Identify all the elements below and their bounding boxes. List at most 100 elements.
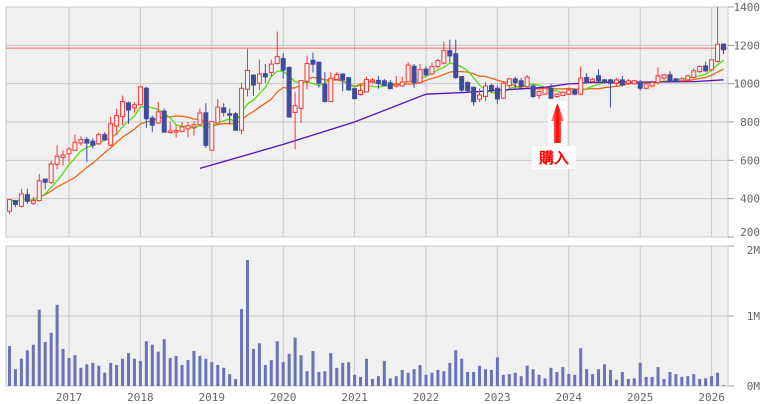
volume-bar bbox=[353, 374, 357, 386]
price-tick-label: 1000 bbox=[734, 78, 761, 91]
candle-up bbox=[66, 148, 72, 155]
candle-down bbox=[84, 138, 90, 144]
volume-bar bbox=[37, 309, 41, 386]
volume-bar bbox=[567, 374, 571, 386]
year-label: 2025 bbox=[627, 391, 654, 404]
candle-up bbox=[18, 193, 24, 207]
volume-bar bbox=[507, 374, 511, 386]
candle-up bbox=[506, 78, 512, 87]
volume-tick-label: 1M bbox=[747, 310, 761, 323]
candle-down bbox=[530, 85, 536, 98]
candle-up bbox=[334, 73, 340, 80]
candle-up bbox=[441, 50, 447, 64]
volume-bar bbox=[311, 351, 315, 386]
candle-down bbox=[262, 73, 268, 78]
candle-down bbox=[596, 75, 602, 82]
volume-bar bbox=[448, 362, 452, 386]
candle-up bbox=[500, 82, 506, 99]
candle-up bbox=[536, 91, 542, 97]
candle-up bbox=[239, 87, 245, 131]
volume-bar bbox=[656, 367, 660, 386]
volume-bar bbox=[257, 343, 261, 386]
volume-bar bbox=[25, 350, 29, 386]
volume-bar bbox=[620, 372, 624, 386]
candle-down bbox=[465, 82, 471, 92]
volume-bar bbox=[698, 379, 702, 386]
candle-up bbox=[137, 86, 143, 106]
volume-bar bbox=[686, 376, 690, 386]
volume-bar bbox=[31, 344, 35, 386]
candle-up bbox=[685, 75, 691, 81]
candle-up bbox=[36, 180, 42, 202]
volume-bar bbox=[472, 372, 476, 386]
price-tick-label: 800 bbox=[740, 116, 760, 129]
volume-bar bbox=[561, 367, 565, 386]
candle-down bbox=[512, 78, 518, 84]
candle-down bbox=[667, 74, 673, 82]
candle-down bbox=[572, 89, 578, 95]
volume-bar bbox=[228, 374, 232, 386]
volume-bar bbox=[168, 358, 172, 386]
candle-down bbox=[24, 194, 30, 202]
candlesticks bbox=[7, 7, 726, 214]
candle-up bbox=[691, 70, 697, 79]
volume-tick-label: 0M bbox=[747, 380, 761, 393]
volume-bar bbox=[275, 341, 279, 386]
volume-bar bbox=[329, 353, 333, 386]
candle-down bbox=[703, 65, 709, 72]
volume-bar bbox=[144, 341, 148, 386]
volume-bar bbox=[204, 358, 208, 386]
volume-bar bbox=[323, 371, 327, 386]
candle-up bbox=[560, 91, 566, 97]
volume-bar bbox=[55, 304, 59, 386]
volume-bar bbox=[192, 351, 196, 386]
volume-bar bbox=[585, 369, 589, 386]
year-label: 2021 bbox=[341, 391, 368, 404]
candle-up bbox=[256, 73, 262, 84]
volume-bar bbox=[19, 358, 23, 386]
candle-up bbox=[709, 59, 715, 71]
candle-down bbox=[310, 59, 316, 65]
candle-down bbox=[447, 50, 453, 57]
volume-bar bbox=[293, 337, 297, 386]
candle-up bbox=[578, 77, 584, 95]
buy-annotation: 購入 bbox=[532, 101, 576, 169]
candle-down bbox=[161, 110, 167, 133]
candle-down bbox=[352, 88, 358, 100]
volume-bar bbox=[412, 369, 416, 386]
candle-down bbox=[149, 117, 155, 126]
volume-bar bbox=[525, 365, 529, 386]
year-label: 2017 bbox=[56, 391, 83, 404]
volume-bar bbox=[519, 376, 523, 386]
volume-bar bbox=[180, 365, 184, 386]
volume-bar bbox=[174, 355, 178, 386]
candle-up bbox=[542, 87, 548, 95]
candle-up bbox=[364, 78, 369, 93]
candle-up bbox=[96, 134, 102, 145]
candle-up bbox=[369, 79, 375, 83]
candle-down bbox=[203, 112, 209, 146]
price-tick-label: 400 bbox=[740, 193, 760, 206]
candle-up bbox=[566, 89, 572, 95]
volume-bar bbox=[466, 372, 470, 386]
volume-bar bbox=[454, 350, 458, 386]
volume-bar bbox=[341, 362, 345, 386]
candle-up bbox=[715, 43, 721, 62]
volume-bar bbox=[608, 369, 612, 386]
candle-up bbox=[613, 79, 619, 84]
volume-bar bbox=[549, 367, 553, 386]
volume-bar bbox=[359, 376, 363, 386]
volume-bar bbox=[287, 353, 291, 386]
candle-down bbox=[340, 73, 346, 81]
candle-up bbox=[30, 200, 36, 204]
volume-bar bbox=[79, 367, 83, 386]
volume-bar bbox=[489, 369, 493, 386]
candle-up bbox=[274, 56, 280, 65]
candle-down bbox=[518, 80, 524, 88]
volume-bar bbox=[603, 364, 606, 386]
candle-down bbox=[233, 113, 239, 131]
candle-up bbox=[54, 155, 60, 165]
candle-up bbox=[631, 80, 637, 85]
candle-down bbox=[673, 78, 679, 83]
volume-bar bbox=[704, 378, 708, 386]
